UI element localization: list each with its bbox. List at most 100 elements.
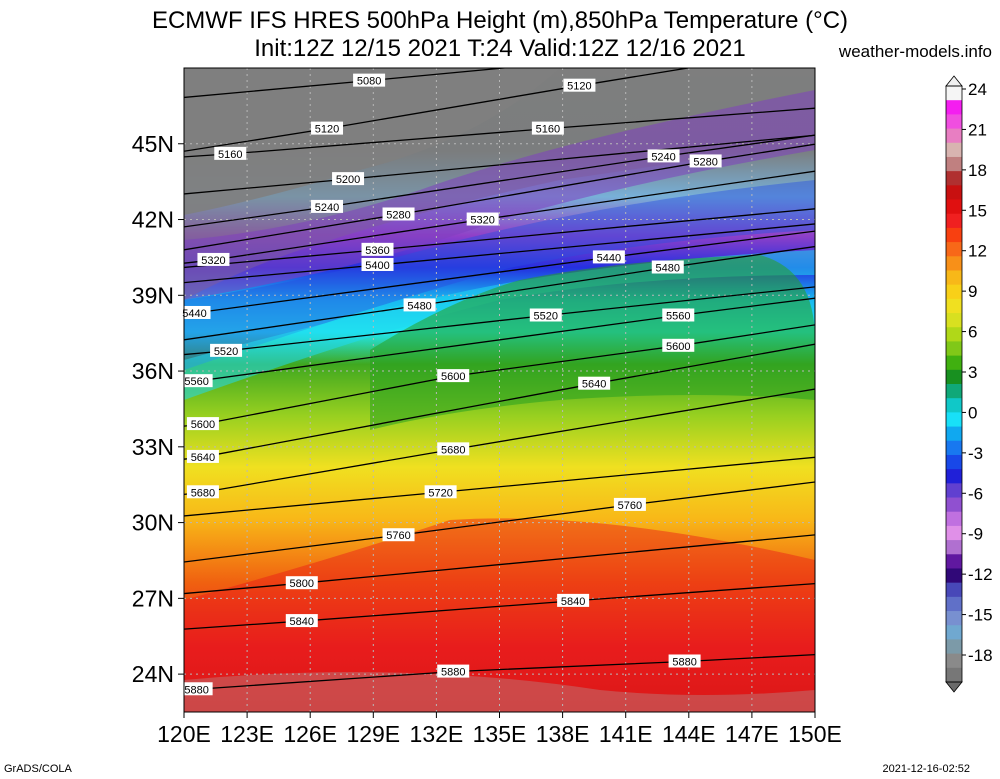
svg-text:5640: 5640 bbox=[191, 452, 215, 464]
contour-line bbox=[184, 481, 815, 563]
svg-text:5320: 5320 bbox=[470, 215, 494, 227]
lon-tick-label: 138E bbox=[536, 721, 590, 747]
svg-text:5280: 5280 bbox=[693, 156, 717, 168]
contour-line bbox=[184, 134, 815, 228]
colorbar-label: -18 bbox=[968, 646, 993, 665]
contour-label: 5680 bbox=[186, 485, 219, 499]
colorbar-segment bbox=[946, 426, 962, 442]
contour-line bbox=[184, 534, 815, 595]
svg-text:5560: 5560 bbox=[666, 310, 690, 322]
lon-tick-label: 126E bbox=[283, 721, 337, 747]
svg-text:5800: 5800 bbox=[290, 578, 314, 590]
svg-text:5080: 5080 bbox=[357, 76, 381, 88]
colorbar-segment bbox=[946, 540, 962, 555]
lon-tick-label: 150E bbox=[788, 721, 842, 747]
contour-label: 5240 bbox=[647, 149, 680, 163]
contour-label: 5640 bbox=[186, 449, 219, 464]
svg-text:5560: 5560 bbox=[184, 376, 208, 388]
colorbar-label: -15 bbox=[968, 606, 993, 625]
colorbar-segment bbox=[946, 355, 962, 371]
generation-timestamp: 2021-12-16-02:52 bbox=[882, 763, 970, 775]
svg-text:5720: 5720 bbox=[428, 487, 452, 499]
colorbar-segment bbox=[946, 341, 962, 357]
contour-label: 5160 bbox=[214, 146, 247, 161]
contour-label: 5560 bbox=[662, 308, 695, 322]
contour-label: 5480 bbox=[651, 260, 684, 275]
colorbar-segment bbox=[946, 483, 962, 499]
contour-label: 5720 bbox=[424, 485, 457, 499]
contour-label: 5240 bbox=[311, 199, 344, 214]
svg-text:5640: 5640 bbox=[582, 379, 606, 391]
colorbar-segment bbox=[946, 568, 962, 584]
svg-text:5880: 5880 bbox=[441, 667, 465, 679]
svg-text:5680: 5680 bbox=[191, 487, 215, 499]
lat-tick-label: 42N bbox=[132, 207, 174, 233]
contour-label: 5120 bbox=[311, 121, 344, 136]
svg-text:5760: 5760 bbox=[386, 530, 410, 542]
lon-tick-label: 147E bbox=[725, 721, 779, 747]
contour-label: 5440 bbox=[592, 250, 625, 264]
colorbar-segment bbox=[946, 100, 962, 115]
svg-text:5400: 5400 bbox=[365, 260, 389, 272]
longitude-axis: 120E 123E 126E 129E 132E 135E 138E 141E 144E 147E… bbox=[157, 712, 842, 747]
colorbar-label: -3 bbox=[968, 444, 983, 463]
svg-text:5840: 5840 bbox=[290, 616, 314, 628]
colorbar-label: 0 bbox=[968, 403, 977, 422]
colorbar-segment bbox=[946, 596, 962, 612]
lon-tick-label: 144E bbox=[662, 721, 716, 747]
colorbar-segment bbox=[946, 142, 962, 158]
contour-labels: 5080 5120 5120 5160 5160 5240 5280 5200 5240 5280… bbox=[178, 73, 722, 696]
svg-text:5240: 5240 bbox=[651, 151, 675, 163]
svg-text:5160: 5160 bbox=[536, 124, 560, 136]
svg-text:5520: 5520 bbox=[534, 310, 558, 322]
colorbar-top-arrow bbox=[945, 75, 963, 87]
contour-label: 5600 bbox=[186, 417, 219, 431]
svg-text:5840: 5840 bbox=[561, 596, 585, 608]
contour-label: 5160 bbox=[531, 121, 564, 136]
svg-text:5680: 5680 bbox=[441, 444, 465, 456]
svg-text:5480: 5480 bbox=[656, 263, 680, 275]
contour-label: 5320 bbox=[466, 212, 499, 227]
contour-line bbox=[184, 134, 815, 195]
colorbar-segment bbox=[946, 440, 962, 456]
svg-text:5360: 5360 bbox=[365, 245, 389, 257]
lon-tick-label: 132E bbox=[410, 721, 464, 747]
contour-label: 5120 bbox=[563, 78, 596, 93]
colorbar-segment bbox=[946, 199, 962, 215]
contour-line bbox=[184, 582, 815, 630]
temperature-colorbar: 24 21 18 15 12 9 6 3 0 -3 -6 -9 -12 -15 -18 bbox=[945, 75, 993, 693]
contour-label: 5200 bbox=[332, 172, 365, 186]
colorbar-segment bbox=[946, 213, 962, 229]
lon-tick-label: 120E bbox=[157, 721, 211, 747]
contour-line bbox=[184, 208, 815, 269]
colorbar-label: 12 bbox=[968, 242, 987, 261]
lon-tick-label: 135E bbox=[473, 721, 527, 747]
colorbar-segment bbox=[946, 313, 962, 328]
lat-tick-label: 24N bbox=[132, 661, 174, 687]
colorbar-segment bbox=[946, 242, 962, 257]
svg-text:5880: 5880 bbox=[184, 684, 208, 696]
lon-tick-label: 129E bbox=[346, 721, 400, 747]
colorbar-label: 6 bbox=[968, 323, 977, 342]
colorbar-segment bbox=[946, 156, 962, 172]
contour-label: 5880 bbox=[437, 664, 470, 679]
colorbar-label: -9 bbox=[968, 525, 983, 544]
lon-tick-label: 141E bbox=[599, 721, 653, 747]
colorbar-bottom-arrow bbox=[945, 681, 963, 693]
colorbar-segment bbox=[946, 284, 962, 300]
colorbar-segment bbox=[946, 185, 962, 201]
contour-label: 5840 bbox=[557, 593, 590, 608]
lat-tick-label: 36N bbox=[132, 358, 174, 384]
site-credit: weather-models.info bbox=[838, 42, 992, 61]
contour-label: 5280 bbox=[382, 207, 415, 221]
contour-label: 5480 bbox=[403, 298, 436, 312]
colorbar-segment bbox=[946, 86, 962, 101]
contour-line bbox=[184, 68, 693, 152]
colorbar-segment bbox=[946, 667, 962, 683]
colorbar-segment bbox=[946, 327, 962, 342]
contour-label: 5600 bbox=[437, 369, 470, 383]
contour-label: 5680 bbox=[437, 442, 470, 456]
colorbar-segment bbox=[946, 171, 962, 186]
contour-label: 5080 bbox=[353, 73, 386, 88]
